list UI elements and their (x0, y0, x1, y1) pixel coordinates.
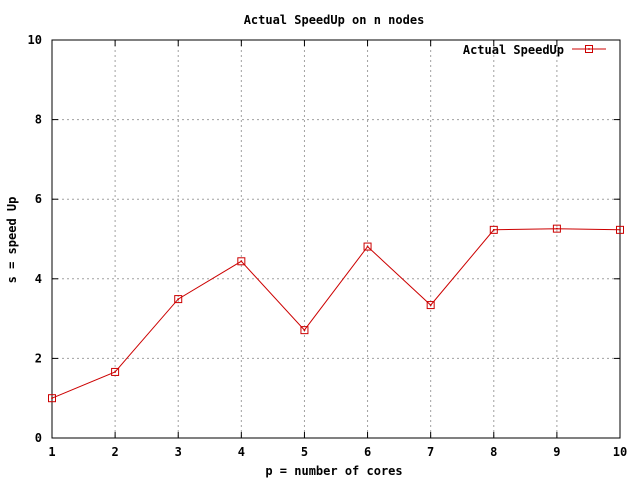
data-point-4-dot (240, 260, 243, 263)
x-tick-label-7: 7 (427, 445, 434, 459)
data-point-6-dot (366, 245, 369, 248)
legend-marker-square (585, 45, 593, 53)
x-tick-label-1: 1 (48, 445, 55, 459)
data-point-1-dot (51, 397, 53, 399)
x-tick-label-2: 2 (111, 445, 118, 459)
data-point-10-square (616, 225, 624, 234)
data-point-5 (300, 326, 309, 335)
x-tick-label-8: 8 (490, 445, 497, 459)
y-axis-ticks: 0 2 4 6 8 10 (28, 33, 620, 445)
data-point-10 (616, 225, 624, 234)
x-tick-label-4: 4 (238, 445, 245, 459)
y-axis-label: s = speed Up (5, 197, 19, 284)
chart-title: Actual SpeedUp on n nodes (244, 13, 425, 27)
series-line-0 (51, 228, 621, 399)
data-point-4 (237, 257, 246, 266)
x-tick-label-3: 3 (175, 445, 182, 459)
x-tick-label-10: 10 (613, 445, 627, 459)
data-point-3-dot (177, 298, 180, 300)
data-point-9 (552, 224, 561, 233)
data-point-2-square (111, 367, 120, 376)
legend-marker-square-dot (588, 48, 590, 50)
legend-label-actual-speedup: Actual SpeedUp (463, 43, 564, 57)
data-point-3 (174, 295, 183, 304)
grid-lines (52, 40, 620, 438)
data-point-2-dot (114, 371, 116, 373)
data-point-7-square (426, 301, 435, 310)
y-tick-label-4: 4 (35, 272, 42, 286)
data-point-1-square (48, 394, 56, 403)
legend: Actual SpeedUp (463, 43, 606, 57)
plot-frame (51, 39, 621, 439)
data-point-3-square (174, 295, 183, 304)
y-tick-label-10: 10 (28, 33, 42, 47)
data-point-9-square (552, 224, 561, 233)
series-layer (48, 224, 624, 403)
data-point-10-dot (619, 229, 621, 231)
data-point-4-square (237, 257, 246, 266)
x-tick-label-5: 5 (301, 445, 308, 459)
legend-marker-square-square (585, 45, 593, 53)
data-point-7-dot (429, 304, 432, 306)
data-point-6-square (363, 242, 372, 251)
data-point-1 (48, 394, 56, 403)
data-point-5-square (300, 326, 309, 335)
y-tick-label-8: 8 (35, 113, 42, 127)
y-tick-label-2: 2 (35, 351, 42, 365)
x-tick-label-6: 6 (364, 445, 371, 459)
data-point-7 (426, 301, 435, 310)
y-tick-label-0: 0 (35, 431, 42, 445)
data-point-8-square (489, 225, 498, 234)
data-point-2 (111, 367, 120, 376)
x-axis-label: p = number of cores (265, 464, 402, 478)
y-tick-label-6: 6 (35, 192, 42, 206)
x-tick-label-9: 9 (553, 445, 560, 459)
data-point-6 (363, 242, 372, 251)
x-axis-ticks: 1 2 3 4 5 6 7 8 9 10 (48, 40, 627, 459)
data-point-8-dot (492, 229, 495, 231)
data-point-8 (489, 225, 498, 234)
data-point-5-dot (303, 329, 306, 331)
legend-marker (585, 45, 593, 53)
data-point-9-dot (556, 227, 558, 230)
